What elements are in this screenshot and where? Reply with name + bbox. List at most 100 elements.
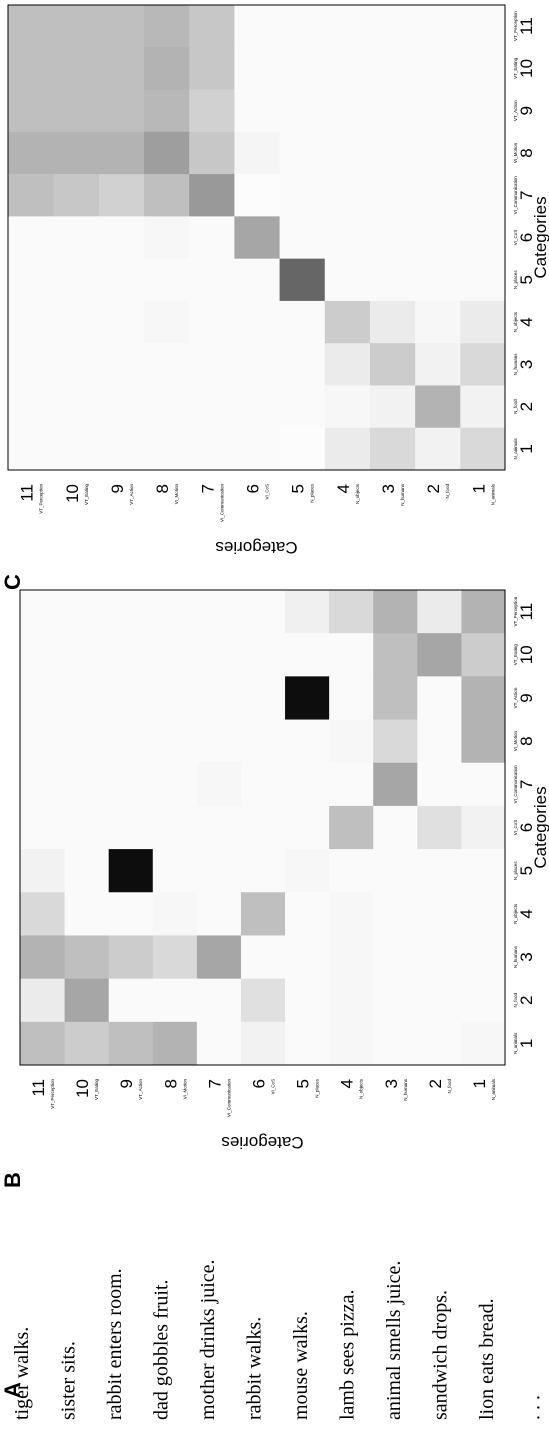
panel-label: C (0, 574, 25, 590)
x-tick-sublabel: N_humans (513, 945, 518, 968)
x-tick-sublabel: VI_Communication (513, 176, 518, 215)
y-tick-label: 8 (153, 484, 172, 493)
heatmap-cell (8, 89, 54, 132)
heatmap-cell (188, 131, 235, 175)
x-tick-sublabel: N_food (513, 399, 518, 414)
heatmap-cell (98, 300, 145, 344)
heatmap-cell (152, 891, 197, 936)
x-tick-sublabel: N_objects (513, 903, 518, 924)
x-tick-sublabel: VT_Eating (513, 57, 518, 79)
heatmap-cell (233, 427, 280, 470)
heatmap-cell (233, 173, 280, 217)
heatmap-cell (143, 427, 190, 470)
heatmap-cell (152, 848, 197, 893)
x-tick-sublabel: N_food (513, 992, 518, 1007)
heatmap-cell (20, 762, 65, 806)
heatmap-cell (8, 300, 54, 344)
x-tick-sublabel: N_places (513, 270, 518, 290)
y-tick-label: 4 (334, 484, 353, 493)
heatmap-cell (416, 589, 462, 634)
y-tick-sublabel: VT_Perception (39, 484, 44, 514)
heatmap-cell (459, 342, 506, 386)
heatmap-cell (279, 46, 325, 90)
heatmap-cell (20, 719, 65, 763)
heatmap-cell (416, 719, 462, 763)
heatmap-cell (279, 427, 325, 470)
heatmap-cell (416, 632, 462, 677)
y-tick-label: 7 (205, 1079, 224, 1088)
y-tick-sublabel: N_food (447, 1079, 452, 1094)
heatmap-cell (188, 258, 235, 301)
heatmap-cell (98, 89, 145, 132)
x-tick-label: 10 (517, 59, 536, 78)
heatmap-cell (98, 131, 145, 175)
x-tick-label: 5 (517, 275, 536, 284)
rotated-figure: A tiger walks. sister sits. rabbit enters … (0, 4, 549, 1420)
heatmap-cell (460, 762, 506, 806)
heatmap-cell (53, 258, 99, 301)
heatmap-cell (20, 805, 65, 850)
heatmap-cell (143, 258, 190, 301)
heatmap-cell (233, 4, 280, 48)
heatmap-cell (460, 891, 506, 936)
heatmap-cell (196, 1021, 241, 1065)
x-tick-label: 6 (517, 233, 536, 242)
y-tick-label: 2 (424, 484, 443, 493)
heatmap-cell (188, 384, 235, 428)
heatmap-cell (284, 934, 330, 979)
heatmap-cell (240, 891, 286, 936)
x-tick-sublabel: VT_Perception (513, 11, 518, 41)
heatmap-cell (279, 342, 325, 386)
sentence: tiger walks. (11, 1327, 33, 1420)
plot-frame (7, 4, 506, 471)
heatmap-cell (108, 675, 153, 720)
x-tick-label: 2 (517, 402, 536, 411)
heatmap-cell (369, 215, 416, 259)
heatmap-cell (372, 1021, 418, 1065)
heatmap-cell (196, 675, 241, 720)
x-tick-sublabel: VT_Eating (513, 644, 518, 666)
x-tick-label: 7 (517, 190, 536, 199)
y-tick-sublabel: N_objects (359, 1078, 364, 1099)
heatmap-cell (459, 427, 506, 470)
heatmap-cell (328, 891, 374, 936)
x-tick-label: 8 (517, 736, 536, 745)
y-tick-sublabel: VI_CoS (271, 1079, 276, 1095)
heatmap-cell (284, 762, 330, 806)
y-tick-label: 8 (161, 1079, 180, 1088)
y-tick-label: 3 (382, 1079, 401, 1088)
heatmap-cell (240, 762, 286, 806)
heatmap-cell (8, 46, 54, 90)
x-tick-label: 4 (517, 317, 536, 326)
heatmap-cell (414, 384, 461, 428)
heatmap-cell (188, 46, 235, 90)
heatmap-cell (459, 173, 506, 217)
heatmap-cell (369, 89, 416, 132)
y-tick-label: 5 (294, 1079, 313, 1088)
heatmap-cell (459, 89, 506, 132)
y-axis-label: Categories (221, 1133, 303, 1152)
x-tick-sublabel: VT_Action (513, 687, 518, 708)
heatmap-cell (372, 805, 418, 850)
heatmap-cell (416, 848, 462, 893)
heatmap-cell (196, 978, 241, 1022)
heatmap-cell (279, 258, 325, 301)
heatmap-cell (328, 1021, 374, 1065)
x-tick-label: 8 (517, 148, 536, 157)
heatmap-cell (372, 589, 418, 634)
heatmap-cell (369, 300, 416, 344)
heatmap-cell (414, 46, 461, 90)
heatmap-cell (284, 891, 330, 936)
heatmap-cell (414, 427, 461, 470)
heatmap-cell (233, 89, 280, 132)
heatmap-cell (108, 589, 153, 634)
heatmap-cell (8, 342, 54, 386)
y-tick-sublabel: VI_CoS (265, 484, 270, 500)
heatmap-cell (53, 4, 99, 48)
heatmap-cell (460, 934, 506, 979)
x-tick-sublabel: VI_CoS (513, 230, 518, 246)
heatmap-cell (143, 4, 190, 48)
heatmap-cell (20, 632, 65, 677)
x-tick-sublabel: VI_Motion (513, 142, 518, 163)
